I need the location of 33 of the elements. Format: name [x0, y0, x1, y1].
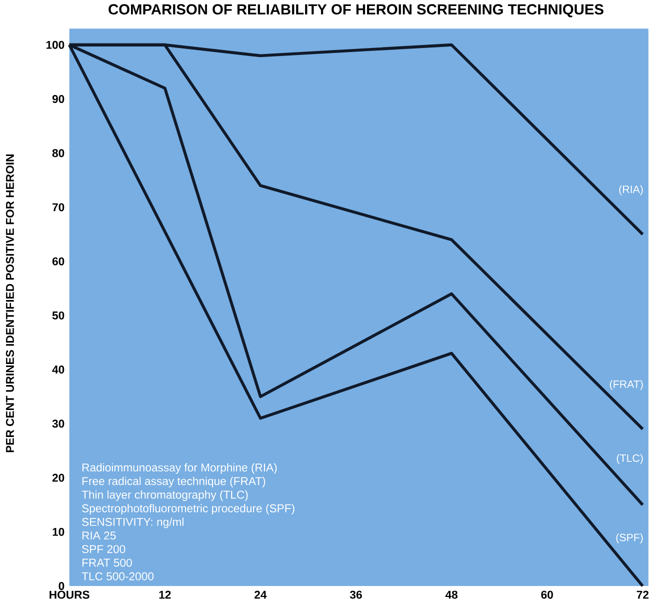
annotation: TLC 500-2000 — [82, 572, 154, 580]
series-label: (RIA) — [619, 185, 643, 196]
y-tick-label: 100 — [46, 40, 64, 49]
series-label: (TLC) — [616, 454, 643, 464]
x-tick-label: 72 — [636, 590, 649, 599]
annotation: Radioimmunoassay for Morphine (RIA) — [82, 463, 277, 474]
x-tick-label: 12 — [159, 590, 171, 599]
x-tick-label: 36 — [350, 590, 362, 599]
y-tick-label: 20 — [52, 474, 64, 482]
chart-title: COMPARISON OF RELIABILITY OF HEROIN SCREENING TECHNIQUES — [108, 4, 604, 18]
x-tick-label: 48 — [445, 590, 458, 599]
annotation: SPF 200 — [82, 545, 126, 554]
y-tick-label: 90 — [52, 95, 64, 104]
annotation: Spectrophotofluorometric procedure (SPF) — [82, 504, 294, 515]
annotation: Thin layer chromatography (TLC) — [82, 490, 248, 501]
annotation: Free radical assay technique (FRAT) — [82, 476, 266, 488]
annotation: FRAT 500 — [82, 558, 132, 567]
annotation: RIA 25 — [82, 532, 116, 540]
y-tick-label: 50 — [52, 311, 64, 320]
series-label: (FRAT) — [610, 380, 643, 390]
y-axis-title: PER CENT URINES IDENTIFIED POSITIVE FOR HEROIN — [6, 154, 14, 452]
y-tick-label: 60 — [52, 257, 64, 266]
y-tick-label: 80 — [52, 149, 64, 158]
y-tick-label: 10 — [52, 528, 64, 536]
y-tick-label: 70 — [52, 203, 64, 212]
series-label: (SPF) — [616, 533, 643, 544]
y-tick-label: 30 — [52, 420, 64, 428]
x-tick-label: HOURS — [50, 590, 90, 599]
annotation: SENSITIVITY: ng/ml — [82, 518, 184, 528]
y-tick-label: 40 — [52, 366, 64, 374]
y-tick-label: 0 — [58, 582, 64, 590]
x-tick-label: 24 — [254, 590, 267, 599]
x-tick-label: 60 — [541, 590, 553, 599]
